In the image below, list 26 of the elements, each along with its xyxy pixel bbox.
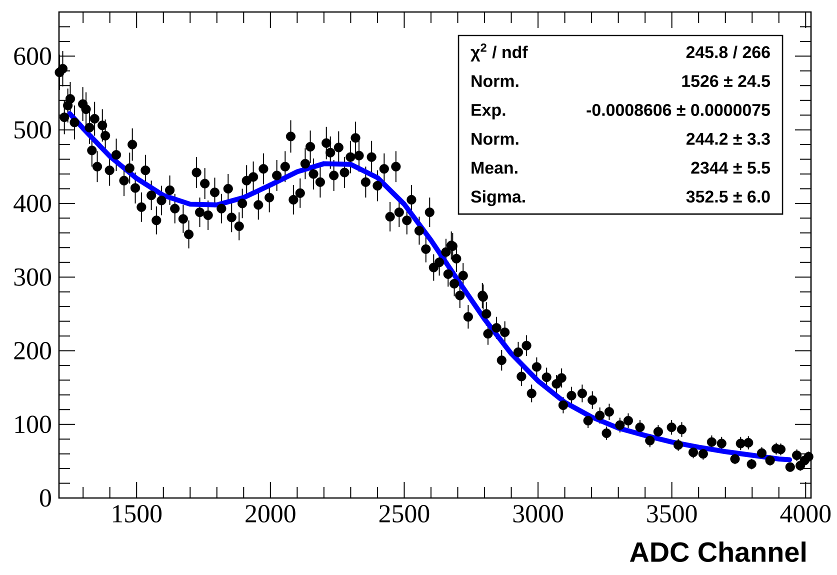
annotation: 2344 ± 5.5 — [691, 162, 770, 174]
annotation: Norm. — [472, 133, 518, 145]
annotation: Exp. — [472, 104, 506, 120]
annotation: 245.8 / 266 — [686, 46, 770, 58]
x-tick-label: 1500 — [112, 505, 162, 523]
y-tick-label: 500 — [14, 121, 51, 139]
y-tick-label: 200 — [14, 342, 51, 360]
annotation: 1526 ± 24.5 — [682, 75, 770, 88]
annotation: χ$^{2}$ / ndf — [470, 43, 528, 62]
annotation: Sigma. — [471, 190, 525, 206]
annotation: Norm. — [472, 75, 518, 88]
x-axis-title: ADC Channel — [630, 542, 806, 562]
annotation: 244.2 ± 3.3 — [686, 132, 770, 145]
annotation: 352.5 ± 6.0 — [686, 190, 770, 203]
y-tick-label: 400 — [14, 194, 51, 212]
x-tick-label: 2000 — [246, 505, 296, 523]
y-tick-label: 0 — [40, 489, 51, 507]
annotation: -0.0008606 ± 0.0000075 — [586, 104, 770, 116]
x-tick-label: 2500 — [379, 505, 430, 523]
x-tick-label: 3000 — [513, 505, 563, 523]
y-tick-label: 300 — [14, 268, 51, 286]
y-tick-label: 600 — [14, 47, 51, 65]
annotation: Mean. — [472, 162, 518, 174]
x-tick-label: 4000 — [780, 505, 831, 523]
x-tick-label: 3500 — [647, 505, 697, 523]
y-tick-label: 100 — [15, 416, 51, 434]
